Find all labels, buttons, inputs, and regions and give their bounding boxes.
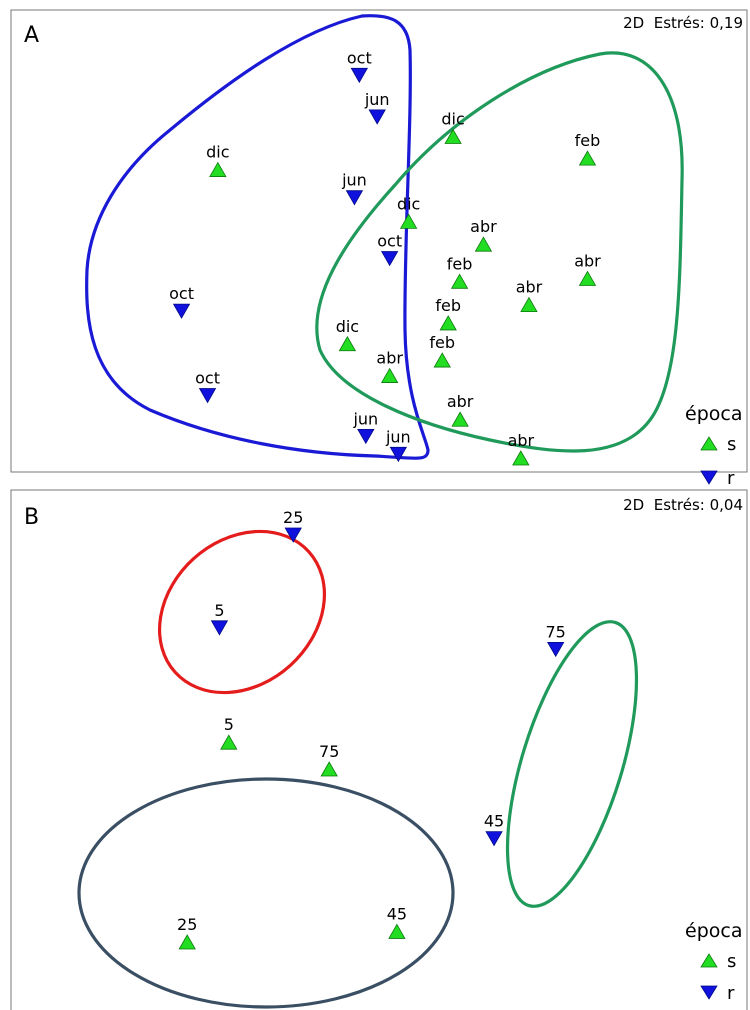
point-label: feb (575, 131, 601, 150)
point-marker-s (578, 150, 597, 166)
legend-entry-r: r (727, 983, 735, 1004)
point-marker-s (178, 934, 196, 950)
point-label: 75 (546, 622, 566, 641)
point-label: jun (364, 90, 390, 109)
point-marker-s (433, 352, 451, 368)
legend-triangle-down-icon (700, 985, 718, 1000)
point-label: 25 (177, 915, 197, 934)
point-marker-r (547, 641, 565, 658)
point-marker-s (451, 411, 469, 427)
legend-title: época (685, 920, 742, 942)
point-marker-s (220, 734, 238, 750)
point-label: dic (441, 109, 464, 128)
point-label: 45 (387, 904, 407, 923)
panel-a-frame (10, 9, 748, 473)
legend-entry-r: r (727, 468, 735, 489)
cluster-outline-slate (77, 777, 455, 1009)
point-marker-r (350, 67, 369, 84)
point-marker-r (357, 428, 375, 445)
point-label: 5 (224, 715, 234, 734)
panel-b: B 2D Estrés: 0,04 25 5 75 5 75 45 25 45 época s… (10, 489, 748, 1010)
point-label: 25 (283, 508, 303, 527)
point-label: feb (447, 254, 473, 273)
point-marker-s (439, 315, 457, 331)
cluster-outline-green-b (505, 620, 639, 908)
panel-b-stress: 2D Estrés: 0,04 (623, 496, 743, 514)
point-marker-r (389, 446, 408, 463)
point-marker-s (520, 296, 538, 312)
panel-a: A 2D Estrés: 0,19 oct jun dic jun dic oct oct d… (10, 9, 748, 489)
point-label: 75 (319, 742, 339, 761)
point-marker-s (512, 450, 530, 466)
panel-a-stress: 2D Estrés: 0,19 (623, 14, 743, 32)
point-marker-s (578, 270, 597, 286)
point-label: dic (336, 317, 359, 336)
panel-a-label: A (24, 23, 39, 48)
point-label: abr (508, 431, 535, 450)
point-label: feb (429, 333, 455, 352)
point-marker-s (450, 273, 469, 289)
point-label: jun (341, 171, 367, 190)
panel-a-legend: época s r (685, 403, 742, 489)
legend-triangle-down-icon (700, 470, 718, 485)
point-label: abr (574, 251, 601, 270)
point-marker-r (345, 190, 364, 206)
legend-entry-s: s (727, 951, 736, 972)
point-label: dic (206, 143, 229, 162)
cluster-outline-green (315, 51, 684, 453)
legend-title: época (685, 403, 742, 425)
legend-triangle-up-icon (700, 436, 718, 451)
point-marker-r (210, 620, 229, 636)
point-marker-s (320, 761, 338, 777)
point-marker-s (474, 236, 493, 252)
point-marker-s (338, 335, 357, 352)
point-marker-s (209, 161, 227, 177)
point-label: abr (376, 349, 403, 368)
point-label: 45 (484, 812, 504, 831)
point-label: oct (169, 284, 194, 303)
panel-b-label: B (24, 505, 39, 530)
point-label: dic (397, 194, 420, 213)
point-marker-r (380, 251, 399, 267)
cluster-outline-red (157, 529, 327, 695)
point-label: oct (377, 231, 402, 250)
panel-a-points: octjundicjundicoctoctdicoctabrjunjundicf… (169, 48, 601, 466)
point-marker-r (284, 527, 302, 543)
point-marker-s (380, 367, 399, 383)
point-label: 5 (214, 601, 224, 620)
point-marker-r (485, 831, 503, 847)
panel-b-legend: época s r (685, 920, 742, 1004)
point-label: abr (470, 217, 497, 236)
legend-entry-s: s (727, 434, 736, 455)
panel-b-frame (10, 489, 748, 1010)
legend-triangle-up-icon (700, 953, 718, 968)
point-label: abr (516, 278, 543, 297)
point-label: jun (352, 409, 378, 428)
point-marker-s (388, 923, 406, 939)
point-marker-s (399, 213, 418, 229)
panel-b-points: 25 5 75 5 75 45 25 45 (177, 508, 566, 950)
point-label: oct (347, 48, 372, 67)
point-marker-r (172, 303, 191, 319)
point-label: abr (447, 392, 474, 411)
point-marker-r (198, 388, 217, 404)
cluster-outline-blue (85, 14, 430, 460)
point-label: oct (195, 369, 220, 388)
point-label: feb (435, 296, 461, 315)
point-marker-r (368, 109, 386, 125)
point-label: jun (385, 427, 411, 446)
point-marker-s (444, 128, 462, 144)
